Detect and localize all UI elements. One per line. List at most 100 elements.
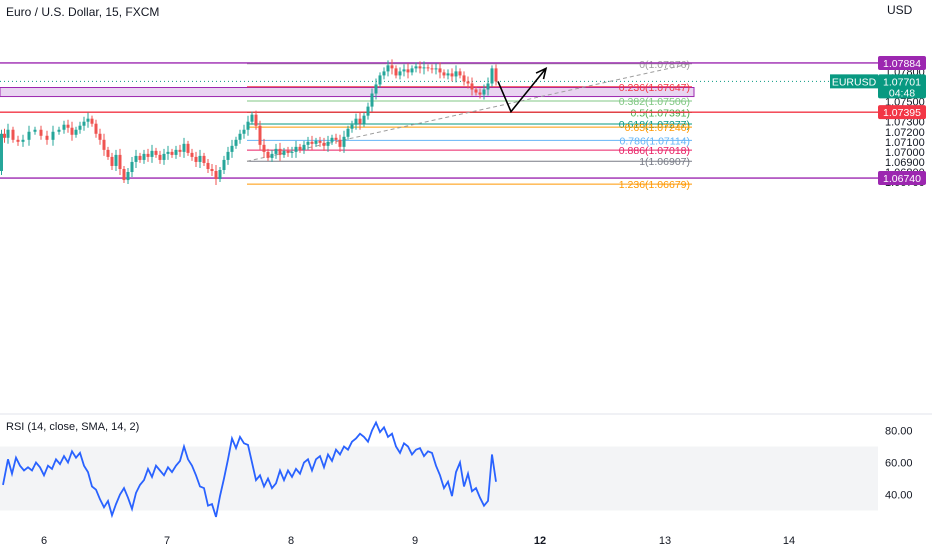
candle-body[interactable] [57,129,61,132]
candle-body[interactable] [194,156,198,162]
candle-body[interactable] [242,129,246,134]
projection-path[interactable] [497,67,547,114]
candle-body[interactable] [70,127,74,135]
candle-body[interactable] [45,135,49,140]
candle-body[interactable] [27,131,31,140]
candle-body[interactable] [0,133,3,171]
candle-body[interactable] [386,65,390,72]
candle-body[interactable] [338,139,342,147]
candle-body[interactable] [230,145,234,152]
candle-body[interactable] [358,118,362,124]
candle-body[interactable] [106,149,110,157]
candle-body[interactable] [378,75,382,85]
candle-body[interactable] [430,68,434,70]
candle-body[interactable] [74,129,78,135]
candle-body[interactable] [258,125,262,145]
candle-body[interactable] [39,129,43,136]
candle-body[interactable] [382,71,386,76]
candle-body[interactable] [422,67,426,69]
candle-body[interactable] [202,155,206,163]
candle-body[interactable] [374,84,378,94]
candle-body[interactable] [126,172,130,181]
candle-body[interactable] [3,133,6,138]
candle-body[interactable] [466,81,470,84]
candle-body[interactable] [306,141,310,145]
candle-body[interactable] [394,68,398,76]
candle-body[interactable] [490,68,494,84]
candle-body[interactable] [410,68,414,73]
candle-body[interactable] [262,144,266,152]
candle-body[interactable] [294,146,298,152]
candle-body[interactable] [214,170,218,180]
candle-body[interactable] [270,153,274,158]
candle-body[interactable] [210,168,214,171]
candle-body[interactable] [334,137,338,140]
candle-body[interactable] [222,159,226,170]
candle-body[interactable] [182,143,186,152]
candle-body[interactable] [406,69,410,73]
candle-body[interactable] [174,149,178,155]
candle-body[interactable] [118,154,122,169]
candle-body[interactable] [402,69,406,72]
candle-body[interactable] [290,151,294,153]
candle-body[interactable] [390,65,394,69]
candle-body[interactable] [454,71,458,77]
candle-body[interactable] [322,142,326,146]
candle-body[interactable] [82,121,86,126]
candle-body[interactable] [186,143,190,153]
candle-body[interactable] [198,155,202,162]
candle-body[interactable] [282,150,286,155]
candle-body[interactable] [6,129,10,138]
candle-body[interactable] [122,168,126,181]
candle-body[interactable] [478,92,482,95]
candle-body[interactable] [450,73,454,77]
candle-body[interactable] [486,83,490,90]
candle-body[interactable] [362,115,366,124]
candle-body[interactable] [254,114,258,126]
candle-body[interactable] [474,89,478,93]
candle-body[interactable] [370,93,374,107]
candle-body[interactable] [314,140,318,144]
candle-body[interactable] [94,123,98,134]
candle-body[interactable] [162,153,166,160]
candle-body[interactable] [158,154,162,160]
candle-body[interactable] [310,141,314,144]
candle-body[interactable] [170,151,174,155]
candle-body[interactable] [178,149,182,152]
candle-body[interactable] [102,139,106,150]
candle-body[interactable] [462,75,466,82]
candle-body[interactable] [146,153,150,157]
candle-body[interactable] [21,139,25,142]
candle-body[interactable] [326,141,330,146]
candle-body[interactable] [134,155,138,162]
candle-body[interactable] [86,118,90,122]
candle-body[interactable] [98,133,102,140]
candle-body[interactable] [51,131,55,140]
candle-body[interactable] [62,124,66,130]
candle-body[interactable] [350,124,354,129]
candle-body[interactable] [494,68,498,82]
candle-body[interactable] [330,137,334,142]
candle-body[interactable] [166,151,170,154]
candle-body[interactable] [414,66,418,69]
candle-body[interactable] [142,153,146,160]
candle-body[interactable] [318,140,322,143]
candle-body[interactable] [342,136,346,147]
candle-body[interactable] [110,156,114,166]
candle-body[interactable] [458,71,462,76]
candle-body[interactable] [418,66,422,69]
candle-body[interactable] [438,68,442,73]
candle-body[interactable] [442,72,446,76]
candle-body[interactable] [218,169,222,180]
candle-body[interactable] [138,155,142,160]
rsi-line[interactable] [2,420,497,519]
candle-body[interactable] [346,128,350,137]
candle-body[interactable] [66,124,70,128]
candle-body[interactable] [206,162,210,169]
candle-body[interactable] [150,150,154,157]
candle-body[interactable] [234,139,238,146]
candle-body[interactable] [246,121,250,130]
candle-body[interactable] [226,151,230,160]
candle-body[interactable] [90,118,94,124]
